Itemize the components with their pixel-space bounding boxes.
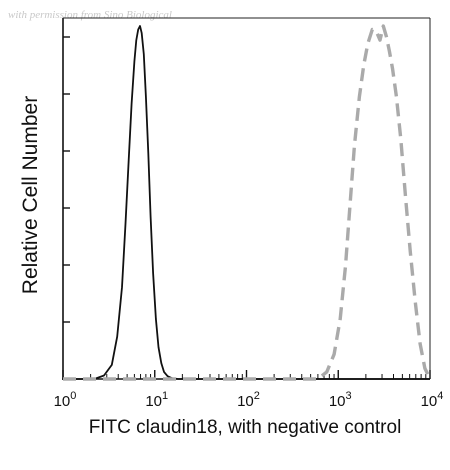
x-tick-label: 100 (54, 390, 77, 410)
x-axis-label: FITC claudin18, with negative control (88, 417, 402, 438)
series-layer (63, 24, 432, 381)
x-tick-labels: 100 101 102 103 104 (54, 390, 444, 410)
series-negative-control (63, 24, 432, 381)
x-tick-label: 103 (329, 390, 352, 410)
y-axis-label: Relative Cell Number (19, 95, 42, 295)
axes (62, 17, 431, 380)
series-claudin18 (63, 25, 430, 380)
x-tick-label: 104 (421, 390, 444, 410)
x-tick-label: 102 (237, 390, 260, 410)
x-tick-label: 101 (145, 390, 168, 410)
